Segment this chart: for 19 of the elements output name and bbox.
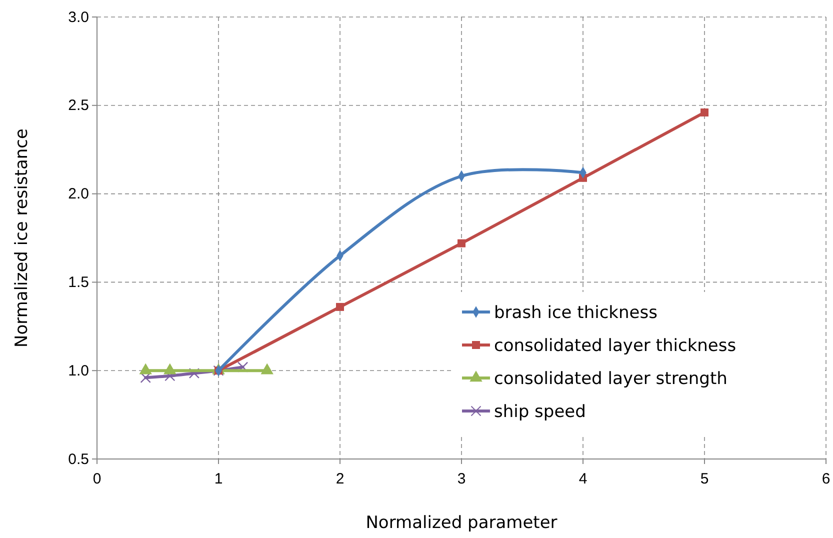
y-tick-label: 1.0 [68, 362, 89, 380]
x-tick-label: 2 [336, 470, 344, 488]
y-tick-label: 1.5 [68, 274, 89, 291]
x-tick-label: 5 [700, 470, 709, 488]
y-tick-label: 3.0 [68, 8, 89, 26]
y-axis-title: Normalized ice resistance [12, 128, 32, 348]
legend-label: consolidated layer strength [494, 368, 728, 389]
x-tick-label: 4 [578, 470, 588, 488]
y-tick-label: 0.5 [68, 450, 89, 468]
legend-label: brash ice thickness [494, 302, 658, 323]
x-tick-label: 1 [214, 470, 223, 488]
y-tick-label: 2.5 [68, 97, 89, 114]
y-tick-label: 2.0 [68, 186, 89, 203]
x-tick-label: 0 [92, 470, 102, 488]
x-axis-title: Normalized parameter [366, 513, 558, 533]
legend-label: consolidated layer thickness [494, 336, 736, 356]
x-tick-label: 3 [457, 470, 466, 488]
x-tick-label: 6 [822, 470, 830, 488]
legend-label: ship speed [494, 402, 586, 422]
